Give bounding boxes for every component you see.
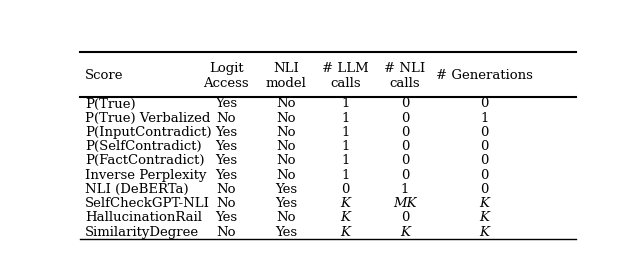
Text: 0: 0 [480,97,488,110]
Text: MK: MK [393,197,417,210]
Text: 0: 0 [341,183,349,196]
Text: No: No [276,140,296,153]
Text: Yes: Yes [215,126,237,139]
Text: K: K [340,197,350,210]
Text: P(True): P(True) [85,97,136,110]
Text: Yes: Yes [275,226,297,239]
Text: Yes: Yes [215,169,237,182]
Text: NLI
model: NLI model [266,62,307,90]
Text: No: No [216,183,236,196]
Text: 0: 0 [480,183,488,196]
Text: 1: 1 [341,155,349,168]
Text: # Generations: # Generations [436,69,532,82]
Text: P(FactContradict): P(FactContradict) [85,155,204,168]
Text: P(InputContradict): P(InputContradict) [85,126,212,139]
Text: 1: 1 [341,140,349,153]
Text: No: No [216,197,236,210]
Text: 0: 0 [401,155,409,168]
Text: 0: 0 [480,140,488,153]
Text: No: No [276,155,296,168]
Text: 0: 0 [401,112,409,125]
Text: 0: 0 [401,97,409,110]
Text: 0: 0 [480,126,488,139]
Text: K: K [479,197,489,210]
Text: HallucinationRail: HallucinationRail [85,211,202,224]
Text: 1: 1 [341,97,349,110]
Text: Inverse Perplexity: Inverse Perplexity [85,169,207,182]
Text: Score: Score [85,69,124,82]
Text: K: K [479,211,489,224]
Text: Yes: Yes [275,183,297,196]
Text: 0: 0 [480,169,488,182]
Text: Yes: Yes [215,97,237,110]
Text: 1: 1 [401,183,409,196]
Text: 0: 0 [401,211,409,224]
Text: No: No [276,169,296,182]
Text: Yes: Yes [215,140,237,153]
Text: Yes: Yes [215,155,237,168]
Text: No: No [216,226,236,239]
Text: NLI (DeBERTa): NLI (DeBERTa) [85,183,189,196]
Text: P(SelfContradict): P(SelfContradict) [85,140,202,153]
Text: No: No [276,97,296,110]
Text: K: K [340,211,350,224]
Text: No: No [276,112,296,125]
Text: 0: 0 [401,140,409,153]
Text: # LLM
calls: # LLM calls [322,62,369,90]
Text: P(True) Verbalized: P(True) Verbalized [85,112,211,125]
Text: K: K [479,226,489,239]
Text: Logit
Access: Logit Access [204,62,249,90]
Text: No: No [276,211,296,224]
Text: 1: 1 [480,112,488,125]
Text: # NLI
calls: # NLI calls [384,62,426,90]
Text: SimilarityDegree: SimilarityDegree [85,226,199,239]
Text: 0: 0 [480,155,488,168]
Text: K: K [400,226,410,239]
Text: K: K [340,226,350,239]
Text: 1: 1 [341,126,349,139]
Text: No: No [276,126,296,139]
Text: 0: 0 [401,126,409,139]
Text: SelfCheckGPT-NLI: SelfCheckGPT-NLI [85,197,210,210]
Text: 0: 0 [401,169,409,182]
Text: Yes: Yes [215,211,237,224]
Text: Yes: Yes [275,197,297,210]
Text: 1: 1 [341,169,349,182]
Text: 1: 1 [341,112,349,125]
Text: No: No [216,112,236,125]
